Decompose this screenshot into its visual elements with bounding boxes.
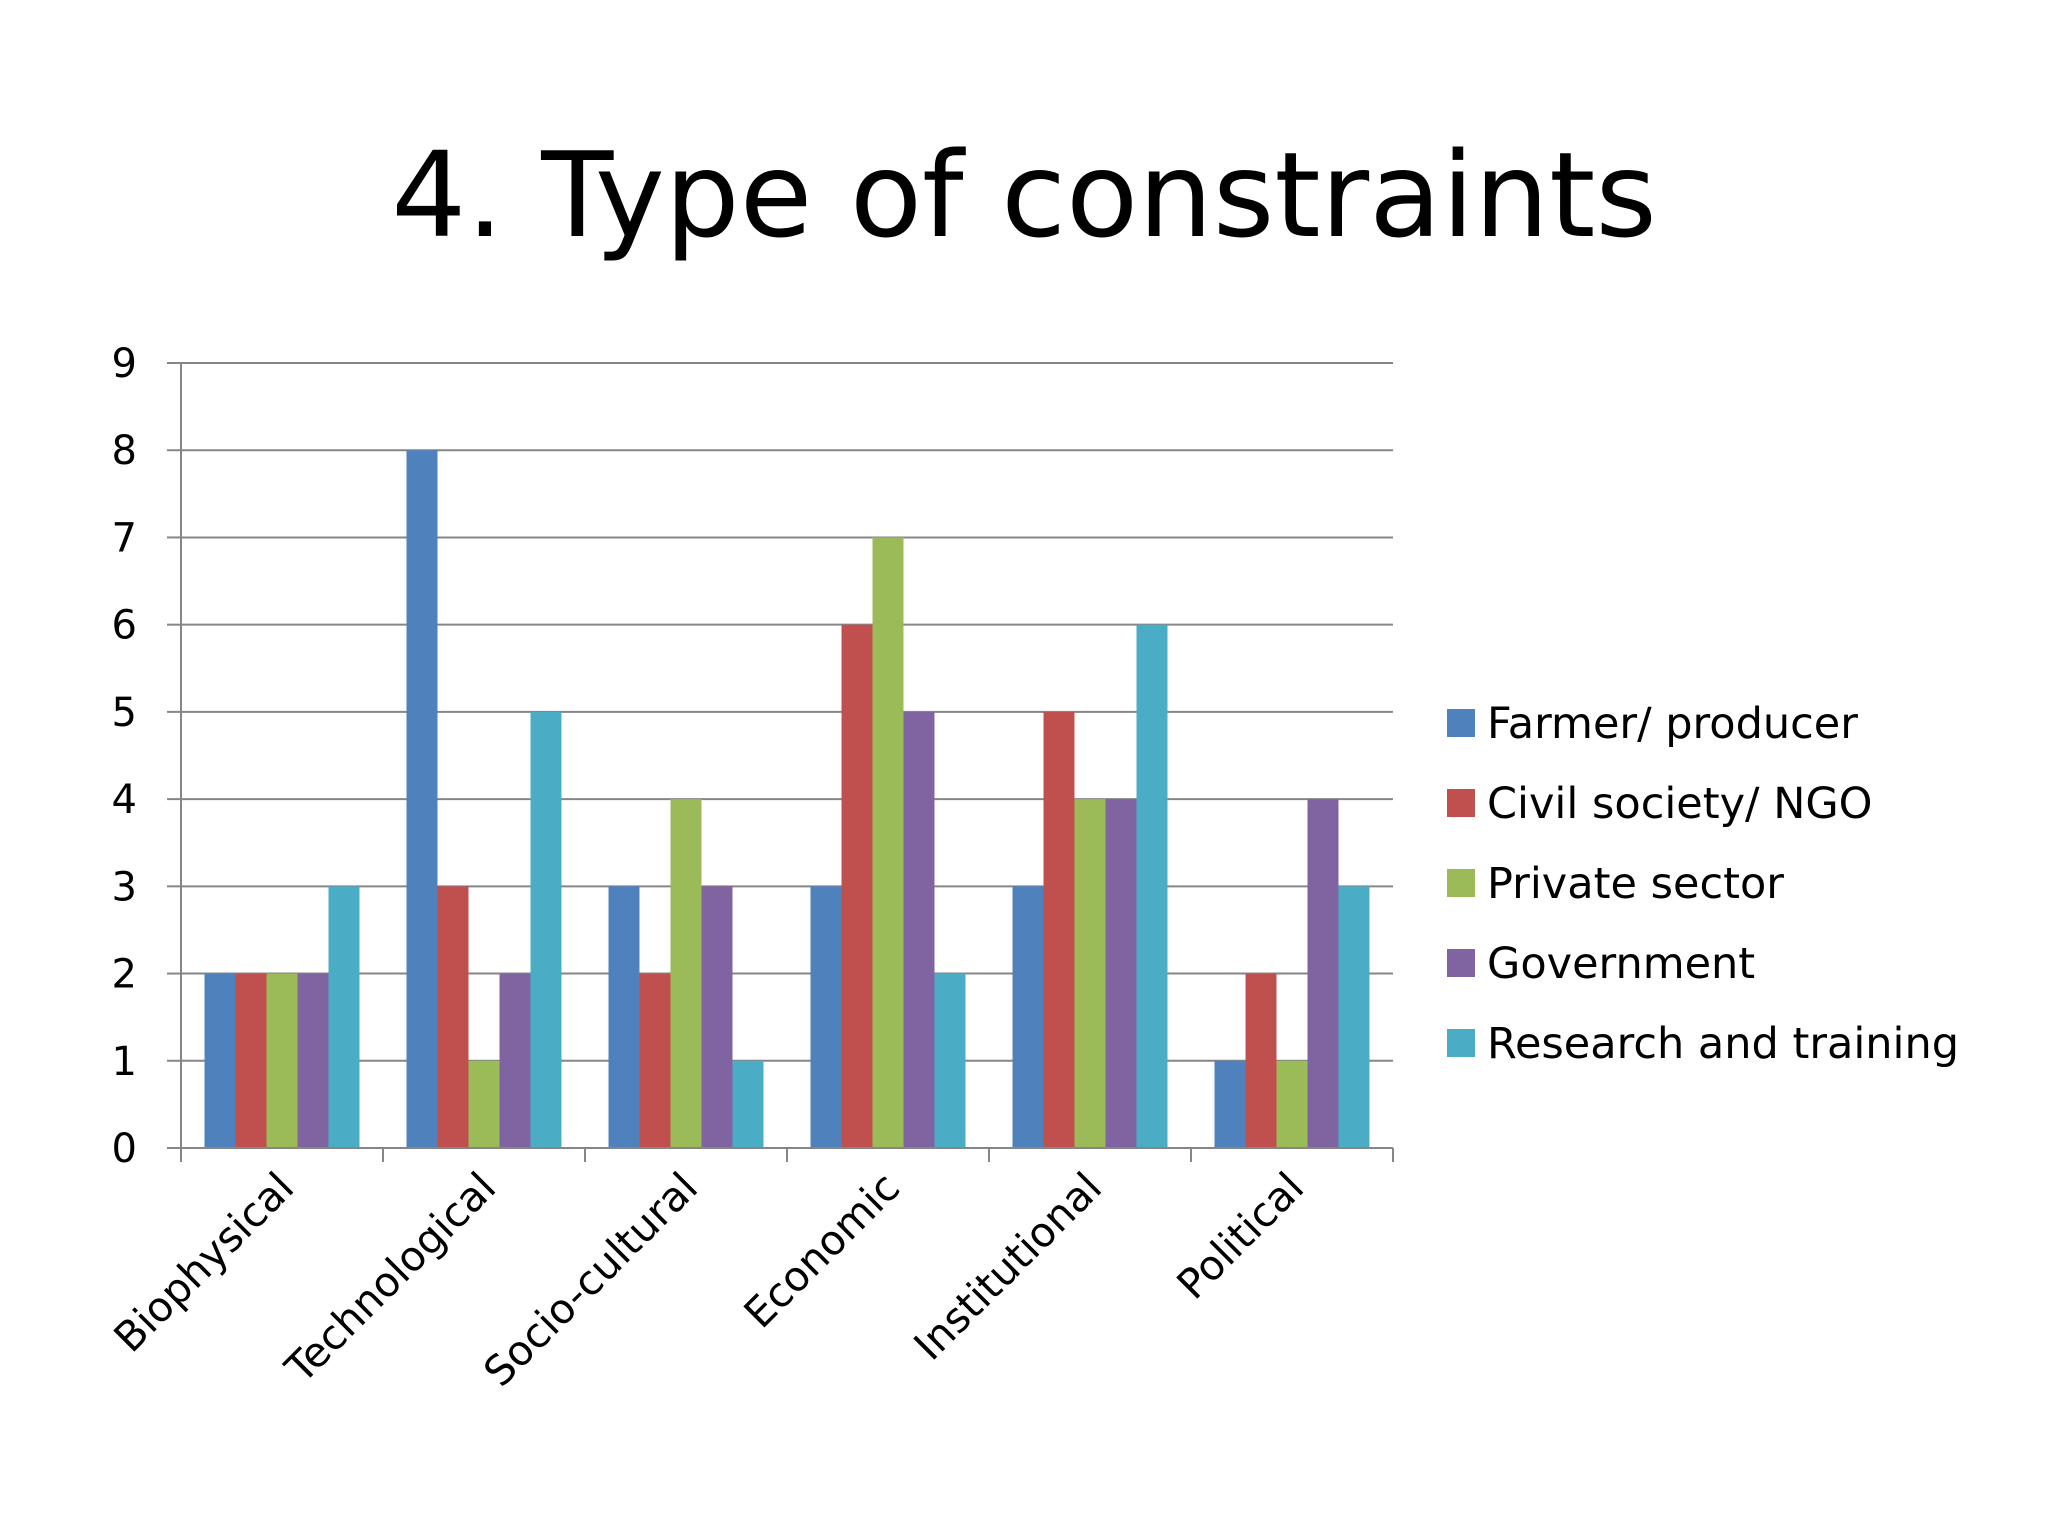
y-tick-label: 4	[112, 777, 137, 823]
bar	[1338, 886, 1370, 1148]
category-label: Socio-cultural	[474, 1163, 707, 1396]
bar	[297, 973, 329, 1148]
y-tick-label: 5	[112, 690, 137, 736]
gridlines	[181, 362, 1393, 1062]
bar	[266, 973, 298, 1148]
y-tick-labels: 0 1 2 3 4 5 6 7 8 9	[112, 341, 137, 1172]
legend-label: Private sector	[1487, 859, 1784, 909]
bar	[1276, 1060, 1308, 1148]
bar	[1012, 886, 1044, 1148]
legend: Farmer/ producer Civil society/ NGO Privat…	[1447, 699, 1959, 1069]
bar	[732, 1060, 764, 1148]
y-tick-label: 6	[112, 603, 137, 649]
category-label: Biophysical	[105, 1163, 303, 1361]
y-tick-label: 0	[112, 1126, 137, 1172]
legend-swatch	[1447, 1029, 1475, 1057]
legend-swatch	[1447, 789, 1475, 817]
bar	[235, 973, 267, 1148]
legend-label: Research and training	[1487, 1019, 1959, 1069]
y-tick-label: 7	[112, 515, 137, 561]
bar	[1136, 624, 1168, 1148]
bar	[1214, 1060, 1246, 1148]
bar	[701, 886, 733, 1148]
bar	[1245, 973, 1277, 1148]
bar	[406, 450, 438, 1148]
y-tick-label: 9	[112, 341, 137, 387]
bar	[328, 886, 360, 1148]
category-label: Technological	[275, 1163, 505, 1393]
y-tick-label: 8	[112, 428, 137, 474]
category-label: Political	[1168, 1163, 1313, 1308]
legend-label: Government	[1487, 939, 1755, 989]
legend-label: Farmer/ producer	[1487, 699, 1858, 749]
legend-swatch	[1447, 869, 1475, 897]
bar	[1043, 711, 1075, 1148]
y-tick-label: 2	[112, 952, 137, 998]
bar	[1105, 799, 1137, 1148]
bar	[530, 711, 562, 1148]
slide-title: 4. Type of constraints	[391, 126, 1657, 264]
bar	[437, 886, 469, 1148]
bar	[204, 973, 236, 1148]
bar	[670, 799, 702, 1148]
legend-label: Civil society/ NGO	[1487, 779, 1873, 829]
y-tick-label: 1	[112, 1039, 137, 1085]
bar	[608, 886, 640, 1148]
bar	[934, 973, 966, 1148]
category-label: Economic	[735, 1163, 909, 1337]
bar	[639, 973, 671, 1148]
bar	[1074, 799, 1106, 1148]
bar	[499, 973, 531, 1148]
category-label: Institutional	[905, 1163, 1111, 1369]
bar	[872, 537, 904, 1148]
legend-swatch	[1447, 949, 1475, 977]
y-tick-label: 3	[112, 864, 137, 910]
bar	[810, 886, 842, 1148]
axes	[167, 362, 1394, 1162]
bar	[468, 1060, 500, 1148]
bars	[204, 450, 1370, 1148]
bar	[1307, 799, 1339, 1148]
legend-swatch	[1447, 709, 1475, 737]
bar	[903, 711, 935, 1148]
bar	[841, 624, 873, 1148]
